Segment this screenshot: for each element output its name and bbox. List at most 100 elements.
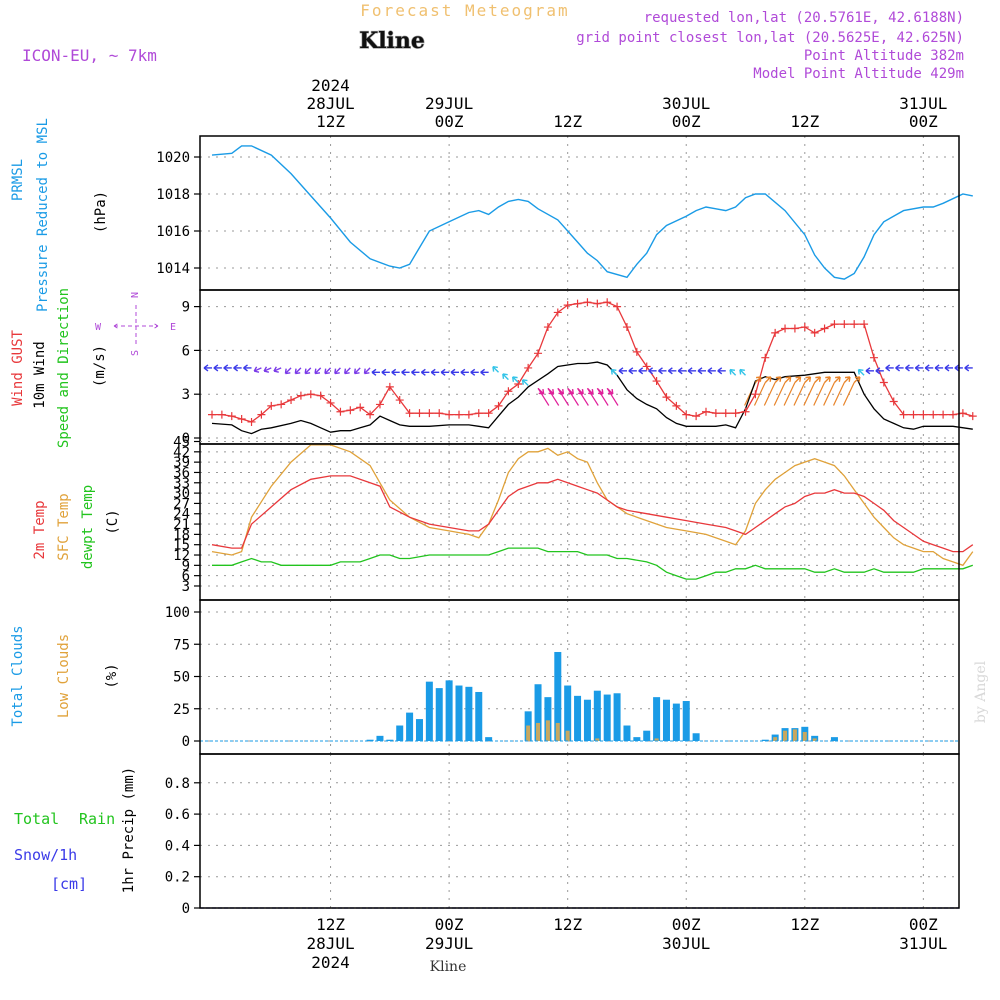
top-time-label: 28JUL	[306, 94, 354, 113]
pressure-panel: 1014 1016 1018 1020 PRMSL Pressure Reduced …	[10, 118, 973, 312]
wind-arrow-head	[954, 364, 960, 372]
wind-arrow	[596, 387, 604, 395]
precip-grid	[200, 754, 959, 909]
wind-arrow	[857, 369, 865, 376]
total-cloud-bar	[435, 688, 443, 741]
tick-label: 100	[165, 605, 190, 621]
wind-panel: 0 3 6 9 Wind GUST 10m Wind Speed and Direct…	[10, 288, 977, 448]
gust-marker	[464, 410, 473, 419]
total-cloud-bar	[534, 684, 542, 741]
wind-arrow-head	[934, 364, 940, 372]
pressure-reduced-label: Pressure Reduced to MSL	[35, 118, 51, 312]
wind-arrow-head	[729, 368, 736, 375]
wind-arrow-head	[865, 367, 871, 375]
wind-direction-hatch	[823, 382, 835, 406]
top-time-label: 00Z	[435, 112, 464, 131]
pressure-ticks: 1014 1016 1018 1020	[156, 150, 200, 277]
tick-label: 42	[173, 445, 190, 461]
temp-unit: (C)	[105, 509, 121, 534]
wind-arrow	[754, 376, 762, 384]
tick-label: 0.8	[165, 776, 190, 792]
wind-arrow	[253, 367, 262, 372]
gust-marker	[375, 400, 384, 409]
tick-label: 27	[173, 496, 190, 512]
gust-marker	[771, 328, 780, 337]
top-time-label: 12Z	[553, 112, 582, 131]
wind-arrow	[833, 376, 841, 384]
wind-arrow	[304, 367, 312, 375]
wind-arrow	[567, 387, 574, 395]
gust-marker	[267, 401, 276, 410]
gust-marker	[850, 320, 859, 329]
low-cloud-bar	[565, 730, 570, 741]
wind-gust-markers	[208, 298, 977, 426]
compass-w: W	[95, 322, 102, 333]
total-cloud-bar	[761, 739, 769, 741]
wind-arrow-head	[677, 367, 683, 375]
gust-marker	[395, 396, 404, 405]
low-cloud-bar	[555, 722, 560, 741]
gridpoint-coords: grid point closest lon,lat (20.5625E, 42…	[576, 30, 964, 46]
wind-direction-hatch	[606, 388, 619, 406]
wind-unit: (m/s)	[92, 345, 108, 387]
gust-marker	[790, 324, 799, 333]
total-cloud-bar	[603, 694, 611, 741]
wind-arrow-head	[697, 367, 703, 375]
bottom-time-label: 12Z	[553, 915, 582, 934]
wind-direction-hatch	[763, 382, 776, 406]
wind-arrow-head	[401, 368, 407, 376]
total-cloud-bar	[406, 712, 414, 741]
total-cloud-bar	[445, 680, 453, 741]
wind-arrow-head	[707, 367, 713, 375]
precip-frame	[199, 753, 960, 909]
tick-label: 1016	[156, 224, 190, 240]
temp-2m-line	[211, 475, 974, 553]
tick-label: 33	[173, 476, 190, 492]
model-label: ICON-EU, ~ 7km	[22, 46, 157, 65]
gust-marker	[751, 390, 760, 399]
tick-label: 1014	[156, 261, 190, 277]
total-cloud-bar	[425, 681, 433, 741]
gust-marker	[385, 382, 394, 391]
gust-marker	[761, 353, 770, 362]
compass-s: S	[130, 350, 141, 356]
total-cloud-bar	[554, 651, 562, 741]
wind-arrow-head	[233, 364, 239, 372]
precip-unit: 1hr Precip (mm)	[121, 767, 137, 893]
gust-marker	[622, 323, 631, 332]
wind-direction-hatch	[586, 388, 599, 406]
rain-label: Rain	[79, 810, 115, 828]
snow-label: Snow/1h	[14, 846, 77, 864]
wind-arrow	[586, 387, 594, 395]
bottom-time-label: 30JUL	[662, 934, 710, 953]
wind-direction-hatch	[783, 382, 796, 406]
gust-marker	[208, 410, 216, 419]
wind-arrow	[502, 373, 509, 381]
wind-arrow	[610, 369, 618, 376]
low-cloud-bar	[812, 738, 817, 741]
wind-arrow-head	[885, 364, 891, 372]
gust-marker	[632, 347, 641, 356]
total-label: Total	[14, 810, 59, 828]
tick-label: 12	[173, 548, 190, 564]
wind-arrow	[522, 379, 529, 386]
wind-arrow	[324, 367, 332, 375]
wind-ticks: 0 3 6 9	[182, 300, 200, 447]
top-time-label: 2024	[311, 76, 350, 95]
footer-location: Kline	[430, 959, 467, 975]
wind-arrow-head	[815, 376, 821, 382]
bottom-time-label: 12Z	[316, 915, 345, 934]
gust-marker	[958, 409, 967, 418]
wind-arrow	[512, 376, 519, 384]
temp2m-label: 2m Temp	[32, 500, 48, 559]
compass-icon: N W E S	[95, 292, 176, 356]
wind-arrow-head	[765, 376, 772, 382]
low-cloud-bar	[783, 730, 788, 741]
bottom-time-label: 00Z	[672, 915, 701, 934]
low-cloud-bar	[773, 737, 778, 741]
low-clouds-label: Low Clouds	[56, 634, 72, 718]
total-cloud-bar	[455, 685, 463, 741]
wind-arrow-head	[610, 368, 617, 375]
wind-arrow-head	[924, 364, 930, 372]
wind-direction-hatch	[813, 382, 826, 406]
